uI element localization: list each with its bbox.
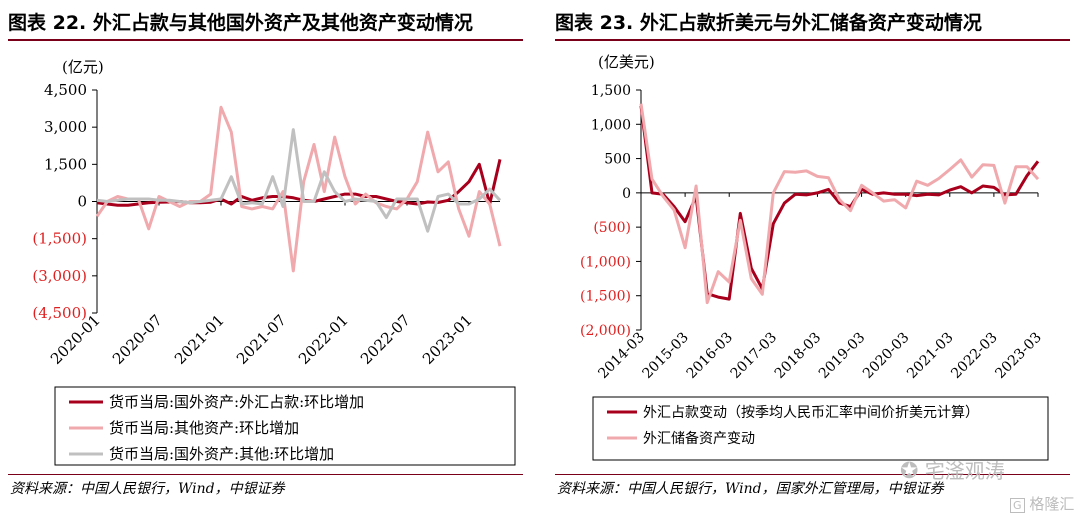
chart-left: (亿元) 4,500 3,000 1,500 0 (1,500) (3,000) (4,500… bbox=[32, 58, 516, 466]
x-tick-label: 2020-07 bbox=[109, 311, 166, 368]
source-rule-right bbox=[555, 474, 1070, 475]
x-tick-label: 2019-03 bbox=[816, 330, 868, 382]
title-rule-right bbox=[555, 39, 1070, 41]
x-tick-label: 2021-07 bbox=[233, 311, 290, 368]
y-tick-label: 0 bbox=[622, 186, 631, 202]
legend-label: 货币当局:国外资产:外汇占款:环比增加 bbox=[109, 393, 364, 411]
y-tick-label: (500) bbox=[593, 220, 631, 236]
x-tick-label: 2021-03 bbox=[904, 330, 956, 382]
y-tick-label: 3,000 bbox=[44, 118, 87, 136]
y-tick-label: 1,000 bbox=[591, 117, 631, 133]
x-tick-label: 2022-01 bbox=[295, 311, 352, 368]
logo-icon: G bbox=[1010, 498, 1025, 513]
y-tick-label: (1,500) bbox=[32, 230, 87, 248]
x-tick-label: 2023-01 bbox=[419, 311, 476, 368]
y-tick-label: 0 bbox=[77, 193, 87, 211]
legend-label: 货币当局:其他资产:环比增加 bbox=[109, 419, 299, 437]
x-tick-label: 2020-03 bbox=[860, 330, 912, 382]
source-note-left: 资料来源：中国人民银行，Wind，中银证券 bbox=[10, 481, 285, 497]
y-tick-label: 4,500 bbox=[44, 81, 87, 99]
wechat-icon: ✪ bbox=[900, 459, 919, 484]
legend-label: 外汇占款变动（按季均人民币汇率中间价折美元计算） bbox=[643, 404, 979, 421]
x-tick-label: 2022-07 bbox=[357, 311, 414, 368]
series-line-2 bbox=[639, 103, 1040, 305]
logo-watermark-text: 格隆汇 bbox=[1029, 495, 1075, 513]
y-tick-label: (1,000) bbox=[580, 254, 631, 270]
chart-title-left: 图表 22. 外汇占款与其他国外资产及其他资产变动情况 bbox=[8, 12, 473, 34]
legend-label: 外汇储备资产变动 bbox=[643, 430, 755, 447]
series-line-3 bbox=[96, 128, 502, 233]
source-note-right: 资料来源：中国人民银行，Wind，国家外汇管理局，中银证券 bbox=[557, 481, 944, 497]
y-tick-label: 1,500 bbox=[44, 155, 87, 173]
series-line-2 bbox=[95, 105, 502, 273]
y-tick-label: (3,000) bbox=[32, 267, 87, 285]
x-tick-label: 2021-01 bbox=[171, 311, 228, 368]
series-line-1 bbox=[96, 159, 502, 207]
chart-title-right: 图表 23. 外汇占款折美元与外汇储备资产变动情况 bbox=[555, 12, 982, 34]
x-tick-label: 2022-03 bbox=[948, 330, 1000, 382]
source-rule-left bbox=[8, 474, 523, 475]
y-tick-label: 1,500 bbox=[591, 83, 631, 99]
chart-right: (亿美元) 1,500 1,000 500 0 (500) (1,000) (1,500) (2… bbox=[580, 53, 1049, 461]
legend-label: 货币当局:国外资产:其他:环比增加 bbox=[109, 445, 334, 463]
y-tick-label: (2,000) bbox=[580, 323, 631, 339]
title-rule-left bbox=[8, 39, 523, 41]
wechat-watermark-text: 宅滏观涛 bbox=[924, 459, 1005, 483]
x-tick-label: 2016-03 bbox=[684, 330, 736, 382]
y-unit-label: (亿元) bbox=[62, 58, 104, 76]
y-tick-label: (1,500) bbox=[580, 289, 631, 305]
logo-watermark: G 格隆汇 bbox=[1010, 493, 1074, 514]
y-tick-label: 500 bbox=[604, 152, 631, 168]
wechat-watermark: ✪ 宅滏观涛 bbox=[900, 455, 1005, 484]
x-tick-label: 2015-03 bbox=[639, 330, 691, 382]
legend-box bbox=[592, 396, 1049, 461]
y-tick-label: (4,500) bbox=[32, 304, 87, 322]
x-tick-label: 2018-03 bbox=[772, 330, 824, 382]
x-tick-label: 2023-03 bbox=[992, 330, 1044, 382]
legend-box bbox=[54, 386, 516, 466]
series-line-1 bbox=[639, 105, 1040, 301]
x-tick-label: 2017-03 bbox=[728, 330, 780, 382]
y-unit-label: (亿美元) bbox=[598, 53, 655, 71]
